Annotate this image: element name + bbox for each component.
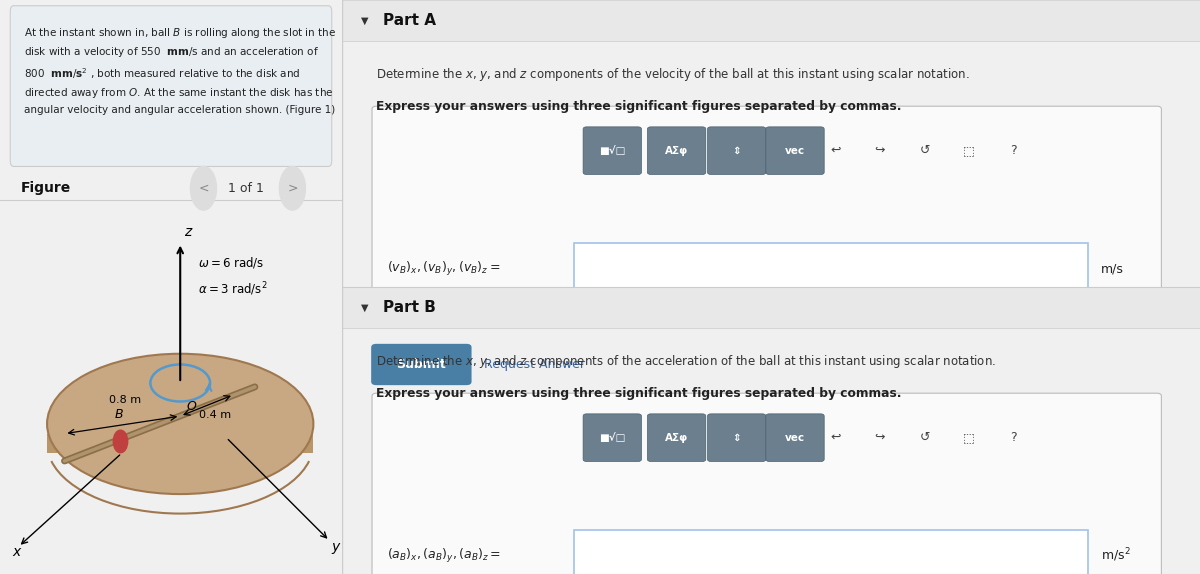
Text: ↩: ↩ <box>830 144 840 157</box>
FancyBboxPatch shape <box>371 344 472 385</box>
Text: Figure: Figure <box>20 181 71 195</box>
Text: $x$: $x$ <box>12 545 23 560</box>
Text: ↺: ↺ <box>919 431 930 444</box>
Text: ?: ? <box>1010 144 1018 157</box>
Text: vec: vec <box>785 433 805 443</box>
Text: ↪: ↪ <box>875 431 886 444</box>
Circle shape <box>280 166 306 210</box>
Text: $z$: $z$ <box>184 225 193 239</box>
Text: $\alpha = 3$ rad/s$^2$: $\alpha = 3$ rad/s$^2$ <box>198 280 268 297</box>
Text: AΣφ: AΣφ <box>665 146 689 156</box>
Circle shape <box>113 430 127 453</box>
Text: Determine the $x$, $y$, and $z$ components of the velocity of the ball at this i: Determine the $x$, $y$, and $z$ componen… <box>377 66 970 83</box>
Text: At the instant shown in, ball $B$ is rolling along the slot in the
disk with a v: At the instant shown in, ball $B$ is rol… <box>24 26 336 115</box>
FancyBboxPatch shape <box>648 127 706 174</box>
FancyBboxPatch shape <box>11 6 331 166</box>
Text: ⇕: ⇕ <box>732 146 742 156</box>
Text: $\omega = 6$ rad/s: $\omega = 6$ rad/s <box>198 254 264 270</box>
Text: >: > <box>287 182 298 195</box>
Text: 0.8 m: 0.8 m <box>109 395 142 405</box>
FancyBboxPatch shape <box>708 127 766 174</box>
Text: ■√□: ■√□ <box>599 433 625 443</box>
FancyBboxPatch shape <box>574 243 1088 294</box>
Text: $O$: $O$ <box>186 400 198 413</box>
Text: vec: vec <box>785 146 805 156</box>
FancyBboxPatch shape <box>574 530 1088 574</box>
Text: Part A: Part A <box>383 13 436 28</box>
FancyBboxPatch shape <box>766 127 824 174</box>
Text: ↩: ↩ <box>830 431 840 444</box>
Text: ■√□: ■√□ <box>599 146 625 156</box>
Text: ⇕: ⇕ <box>732 433 742 443</box>
Text: Express your answers using three significant figures separated by commas.: Express your answers using three signifi… <box>377 387 902 401</box>
Ellipse shape <box>47 354 313 494</box>
Text: ⬚: ⬚ <box>964 431 976 444</box>
Text: ▼: ▼ <box>361 302 368 313</box>
Text: ↪: ↪ <box>875 144 886 157</box>
Text: $B$: $B$ <box>114 408 124 421</box>
Text: Request Answer: Request Answer <box>484 358 584 371</box>
Text: $(v_B)_x, (v_B)_y, (v_B)_z =$: $(v_B)_x, (v_B)_y, (v_B)_z =$ <box>386 259 500 278</box>
Text: Express your answers using three significant figures separated by commas.: Express your answers using three signifi… <box>377 100 902 114</box>
FancyBboxPatch shape <box>372 393 1162 574</box>
Text: ?: ? <box>1010 431 1018 444</box>
Text: Submit: Submit <box>396 358 446 371</box>
Text: AΣφ: AΣφ <box>665 433 689 443</box>
Text: $y$: $y$ <box>331 541 342 556</box>
Text: Determine the $x$, $y$, and $z$ components of the acceleration of the ball at th: Determine the $x$, $y$, and $z$ componen… <box>377 353 996 370</box>
Text: <: < <box>198 182 209 195</box>
FancyBboxPatch shape <box>583 414 642 461</box>
Text: ⬚: ⬚ <box>964 144 976 157</box>
FancyBboxPatch shape <box>648 414 706 461</box>
FancyBboxPatch shape <box>372 106 1162 316</box>
FancyBboxPatch shape <box>766 414 824 461</box>
Text: ▼: ▼ <box>361 15 368 26</box>
Text: Part B: Part B <box>383 300 436 315</box>
Text: 1 of 1: 1 of 1 <box>228 182 264 195</box>
FancyBboxPatch shape <box>342 287 1200 328</box>
Text: m/s$^2$: m/s$^2$ <box>1102 547 1130 564</box>
Text: $(a_B)_x, (a_B)_y, (a_B)_z =$: $(a_B)_x, (a_B)_y, (a_B)_z =$ <box>386 546 500 565</box>
Text: ↺: ↺ <box>919 144 930 157</box>
FancyBboxPatch shape <box>342 0 1200 41</box>
FancyBboxPatch shape <box>583 127 642 174</box>
Text: 0.4 m: 0.4 m <box>199 410 232 420</box>
FancyBboxPatch shape <box>708 414 766 461</box>
Text: m/s: m/s <box>1102 262 1124 275</box>
Circle shape <box>191 166 216 210</box>
Polygon shape <box>47 434 313 453</box>
